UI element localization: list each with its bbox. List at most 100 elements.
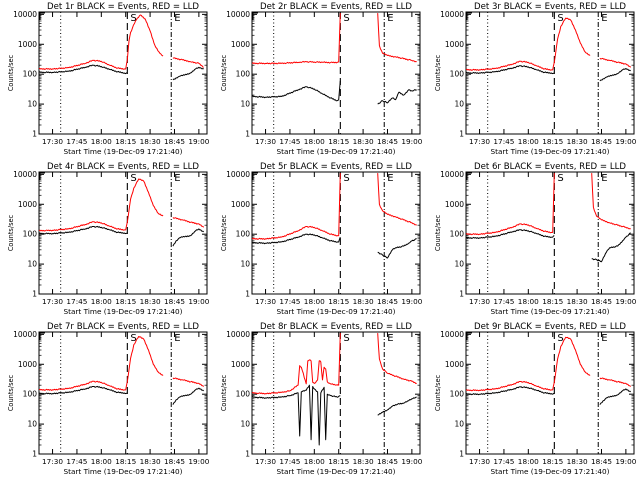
x-tick-label: 18:15 bbox=[328, 297, 349, 306]
x-tick-label: 18:45 bbox=[164, 137, 185, 146]
x-tick-label: 17:30 bbox=[42, 137, 63, 146]
y-tick-label: 1000 bbox=[231, 40, 250, 49]
marker-label-start: S bbox=[343, 173, 349, 184]
y-axis-label: Counts/sec bbox=[7, 54, 15, 91]
x-axis-label: Start Time (19-Dec-09 17:21:40) bbox=[490, 147, 609, 156]
x-tick-label: 18:30 bbox=[567, 297, 588, 306]
y-tick-label: 1 bbox=[32, 130, 37, 139]
x-tick-label: 19:00 bbox=[615, 457, 636, 466]
marker-label-end: E bbox=[174, 13, 180, 24]
x-tick-label: 17:30 bbox=[255, 297, 276, 306]
x-tick-label: 17:45 bbox=[279, 137, 300, 146]
y-tick-label: 10000 bbox=[226, 10, 250, 19]
y-tick-label: 1000 bbox=[18, 200, 37, 209]
y-tick-label: 10 bbox=[240, 420, 250, 429]
y-tick-label: 1 bbox=[245, 450, 250, 459]
y-axis-label: Counts/sec bbox=[220, 54, 228, 91]
detector-panel-9: Det 9r BLACK = Events, RED = LLD 1 10 100 10… bbox=[434, 322, 637, 476]
x-tick-label: 19:00 bbox=[615, 297, 636, 306]
x-tick-label: 19:00 bbox=[188, 457, 209, 466]
y-tick-label: 10000 bbox=[440, 170, 464, 179]
series-layer bbox=[466, 18, 631, 81]
y-tick-label: 100 bbox=[450, 390, 465, 399]
marker-label-start: S bbox=[130, 173, 136, 184]
y-tick-label: 10 bbox=[27, 100, 37, 109]
x-tick-label: 17:30 bbox=[469, 137, 490, 146]
marker-label-end: E bbox=[387, 13, 393, 24]
x-tick-label: 18:45 bbox=[164, 297, 185, 306]
x-tick-label: 17:45 bbox=[66, 137, 87, 146]
plot-frame bbox=[252, 172, 420, 294]
y-tick-label: 100 bbox=[23, 390, 38, 399]
y-tick-label: 10 bbox=[454, 260, 464, 269]
series-lld-line bbox=[466, 18, 631, 70]
x-tick-label: 19:00 bbox=[401, 137, 422, 146]
x-tick-label: 18:15 bbox=[542, 137, 563, 146]
y-tick-label: 10000 bbox=[13, 170, 37, 179]
x-tick-label: 18:45 bbox=[591, 297, 612, 306]
x-tick-label: 19:00 bbox=[615, 137, 636, 146]
panel-title: Det 8r BLACK = Events, RED = LLD bbox=[260, 322, 412, 332]
y-tick-label: 1 bbox=[245, 130, 250, 139]
y-tick-label: 10 bbox=[27, 260, 37, 269]
series-lld-line bbox=[39, 337, 204, 391]
series-layer bbox=[39, 15, 204, 80]
y-tick-label: 10000 bbox=[440, 330, 464, 339]
y-tick-label: 1 bbox=[32, 290, 37, 299]
marker-label-end: E bbox=[601, 13, 607, 24]
marker-label-end: E bbox=[387, 333, 393, 344]
x-tick-label: 18:15 bbox=[542, 297, 563, 306]
x-tick-label: 18:30 bbox=[567, 457, 588, 466]
x-tick-label: 18:15 bbox=[542, 457, 563, 466]
plot-frame bbox=[466, 332, 634, 454]
x-tick-label: 17:45 bbox=[493, 137, 514, 146]
x-tick-label: 17:45 bbox=[493, 457, 514, 466]
x-tick-label: 18:00 bbox=[91, 297, 112, 306]
marker-label-end: E bbox=[174, 173, 180, 184]
y-tick-label: 1000 bbox=[445, 200, 464, 209]
series-events-line bbox=[39, 65, 204, 80]
detector-panel-3: Det 3r BLACK = Events, RED = LLD11010010… bbox=[434, 2, 637, 156]
x-tick-label: 18:45 bbox=[377, 457, 398, 466]
series-events-line bbox=[466, 66, 631, 81]
x-tick-label: 18:30 bbox=[353, 297, 374, 306]
y-tick-label: 10000 bbox=[226, 170, 250, 179]
panel-title: Det 1r BLACK = Events, RED = LLD bbox=[47, 2, 199, 12]
x-axis-label: Start Time (19-Dec-09 17:21:40) bbox=[276, 467, 395, 476]
x-axis-label: Start Time (19-Dec-09 17:21:40) bbox=[63, 467, 182, 476]
y-tick-label: 10 bbox=[454, 420, 464, 429]
y-tick-label: 100 bbox=[23, 70, 38, 79]
y-tick-label: 10000 bbox=[226, 330, 250, 339]
detector-panel-8: Det 8r BLACK = Events, RED = LLD 1 10 100 10… bbox=[220, 322, 423, 476]
series-events-line bbox=[252, 385, 417, 445]
x-tick-label: 18:00 bbox=[304, 137, 325, 146]
y-tick-label: 100 bbox=[236, 230, 251, 239]
x-tick-label: 18:30 bbox=[140, 297, 161, 306]
y-axis-label: Counts/sec bbox=[7, 374, 15, 411]
y-tick-label: 1000 bbox=[18, 40, 37, 49]
y-axis-label: Counts/sec bbox=[434, 54, 442, 91]
detector-panel-4: Det 4r BLACK = Events, RED = LLD 1 10 100 10… bbox=[7, 162, 210, 316]
plot-frame bbox=[252, 12, 420, 134]
y-tick-label: 1000 bbox=[231, 360, 250, 369]
panel-title: Det 9r BLACK = Events, RED = LLD bbox=[474, 322, 626, 332]
series-layer bbox=[252, 13, 417, 104]
detector-panel-6: Det 6r BLACK = Events, RED = LLD 1 10 100 10… bbox=[434, 162, 637, 316]
series-layer bbox=[252, 333, 417, 445]
x-tick-label: 19:00 bbox=[401, 457, 422, 466]
x-tick-label: 18:15 bbox=[328, 137, 349, 146]
x-tick-label: 17:30 bbox=[255, 137, 276, 146]
series-lld-line bbox=[466, 337, 631, 391]
panel-title: Det 7r BLACK = Events, RED = LLD bbox=[47, 322, 199, 332]
x-tick-label: 17:45 bbox=[279, 297, 300, 306]
panel-title: Det 2r BLACK = Events, RED = LLD bbox=[260, 2, 412, 12]
y-axis-label: Counts/sec bbox=[434, 214, 442, 251]
x-tick-label: 17:30 bbox=[255, 457, 276, 466]
x-tick-label: 18:45 bbox=[164, 457, 185, 466]
y-axis-label: Counts/sec bbox=[220, 214, 228, 251]
x-tick-label: 18:45 bbox=[377, 297, 398, 306]
x-tick-label: 18:45 bbox=[591, 137, 612, 146]
y-tick-label: 10 bbox=[240, 100, 250, 109]
x-axis-label: Start Time (19-Dec-09 17:21:40) bbox=[276, 147, 395, 156]
